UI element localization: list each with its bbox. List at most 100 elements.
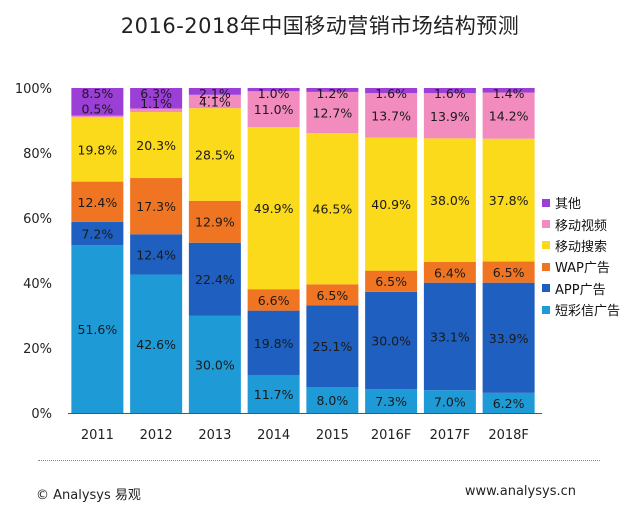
segment-label: 42.6%	[136, 337, 176, 352]
segment-label: 7.0%	[434, 395, 466, 410]
bar-segment	[306, 305, 359, 387]
chart-bars	[71, 88, 535, 413]
bar-segment	[188, 108, 241, 201]
bar-segment	[130, 178, 183, 235]
segment-label: 6.3%	[140, 86, 172, 101]
legend-swatch	[542, 262, 550, 271]
bar-segment	[71, 245, 124, 413]
legend-label: WAP广告	[555, 261, 610, 277]
legend-label: 移动视频	[555, 218, 608, 234]
chart-title: 2016-2018年中国移动营销市场结构预测	[120, 14, 520, 38]
y-tick-label: 40%	[23, 277, 52, 292]
segment-label: 38.0%	[430, 193, 470, 208]
bar-segment	[306, 88, 359, 92]
bar-segment	[71, 117, 124, 182]
footer-website: www.analysys.cn	[464, 484, 576, 499]
chart-legend: 其他 移动视频 移动搜索 WAP广告 APP广告 短彩信广告	[542, 192, 620, 320]
segment-label: 8.5%	[81, 86, 113, 101]
bar-segment	[306, 133, 359, 285]
legend-label: 短彩信广告	[555, 304, 621, 320]
bar-segment	[247, 91, 300, 127]
segment-label: 1.6%	[434, 86, 466, 101]
bar-segment	[423, 88, 476, 94]
bar-segment	[130, 274, 183, 413]
legend-item: WAP广告	[542, 256, 620, 277]
y-tick-label: 80%	[23, 147, 52, 162]
x-tick-label: 2014	[257, 428, 290, 443]
x-tick-label: 2015	[316, 428, 349, 443]
bar-segment	[247, 310, 300, 375]
bar-segment	[188, 94, 241, 109]
x-tick-label: 2013	[198, 428, 231, 443]
legend-item: 短彩信广告	[542, 299, 620, 320]
legend-swatch	[542, 305, 550, 314]
segment-label: 2.1%	[199, 86, 231, 101]
bar-segment	[482, 261, 535, 283]
stacked-bar-chart: 0% 20% 40% 60% 80% 100% 2011 2012 2013 2014 2015 20…	[15, 82, 542, 443]
segment-label: 22.4%	[195, 272, 235, 287]
segment-label: 19.8%	[254, 336, 294, 351]
chart-axes: 0% 20% 40% 60% 80% 100% 2011 2012 2013 2014 2015 20…	[15, 82, 542, 443]
bar-segment	[306, 387, 359, 413]
bar-segment	[71, 221, 124, 246]
segment-label: 4.1%	[199, 94, 231, 109]
bar-segment	[423, 93, 476, 139]
footer-copyright: © Analysys 易观	[36, 488, 141, 503]
legend-swatch	[542, 284, 550, 293]
y-tick-label: 100%	[15, 82, 52, 97]
segment-label: 28.5%	[195, 147, 235, 162]
segment-label: 1.4%	[493, 86, 525, 101]
segment-label: 17.3%	[136, 199, 176, 214]
bar-segment	[188, 242, 241, 316]
bar-segment	[423, 261, 476, 283]
segment-label: 6.5%	[493, 265, 525, 280]
bar-segment	[365, 291, 418, 390]
bar-segment	[71, 88, 124, 116]
segment-label: 8.0%	[316, 393, 348, 408]
bar-segment	[482, 138, 535, 262]
bar-segment	[482, 88, 535, 93]
segment-label: 14.2%	[489, 109, 529, 124]
footer-divider	[38, 460, 600, 461]
segment-label: 1.2%	[316, 86, 348, 101]
legend-item: APP广告	[542, 278, 620, 299]
x-tick-label: 2012	[140, 428, 173, 443]
chart-segment-labels: 51.6% 7.2% 12.4% 19.8% 0.5%8.5% 42.6% 12.4% 17.…	[78, 86, 529, 411]
bar-segment	[423, 390, 476, 413]
segment-label: 1.0%	[258, 86, 290, 101]
bar-segment	[247, 127, 300, 290]
legend-swatch	[542, 198, 550, 207]
segment-label: 33.9%	[489, 331, 529, 346]
segment-label: 0.5%	[81, 101, 113, 116]
bar-segment	[130, 112, 183, 179]
segment-label: 6.5%	[316, 288, 348, 303]
segment-label: 6.2%	[493, 396, 525, 411]
segment-label: 1.1%	[140, 96, 172, 111]
x-tick-label: 2016F	[371, 428, 412, 443]
segment-label: 49.9%	[254, 201, 294, 216]
bar-segment	[130, 108, 183, 113]
x-tick-label: 2017F	[430, 428, 471, 443]
bar-segment	[130, 234, 183, 275]
segment-label: 11.7%	[254, 387, 294, 402]
legend-swatch	[542, 220, 550, 229]
segment-label: 19.8%	[78, 142, 118, 157]
segment-label: 37.8%	[489, 193, 529, 208]
legend-label: APP广告	[555, 282, 606, 298]
bar-segment	[71, 181, 124, 222]
bar-segment	[247, 374, 300, 413]
bar-segment	[130, 88, 183, 109]
bar-segment	[188, 88, 241, 95]
legend-item: 移动搜索	[542, 235, 620, 256]
bar-segment	[71, 115, 124, 118]
segment-label: 12.7%	[313, 106, 353, 121]
y-tick-label: 60%	[23, 212, 52, 227]
bar-segment	[482, 392, 535, 413]
segment-label: 30.0%	[195, 357, 235, 372]
segment-label: 51.6%	[78, 322, 118, 337]
bar-segment	[247, 88, 300, 92]
bar-segment	[306, 284, 359, 306]
bar-segment	[365, 88, 418, 94]
segment-label: 40.9%	[371, 197, 411, 212]
segment-label: 6.5%	[375, 274, 407, 289]
